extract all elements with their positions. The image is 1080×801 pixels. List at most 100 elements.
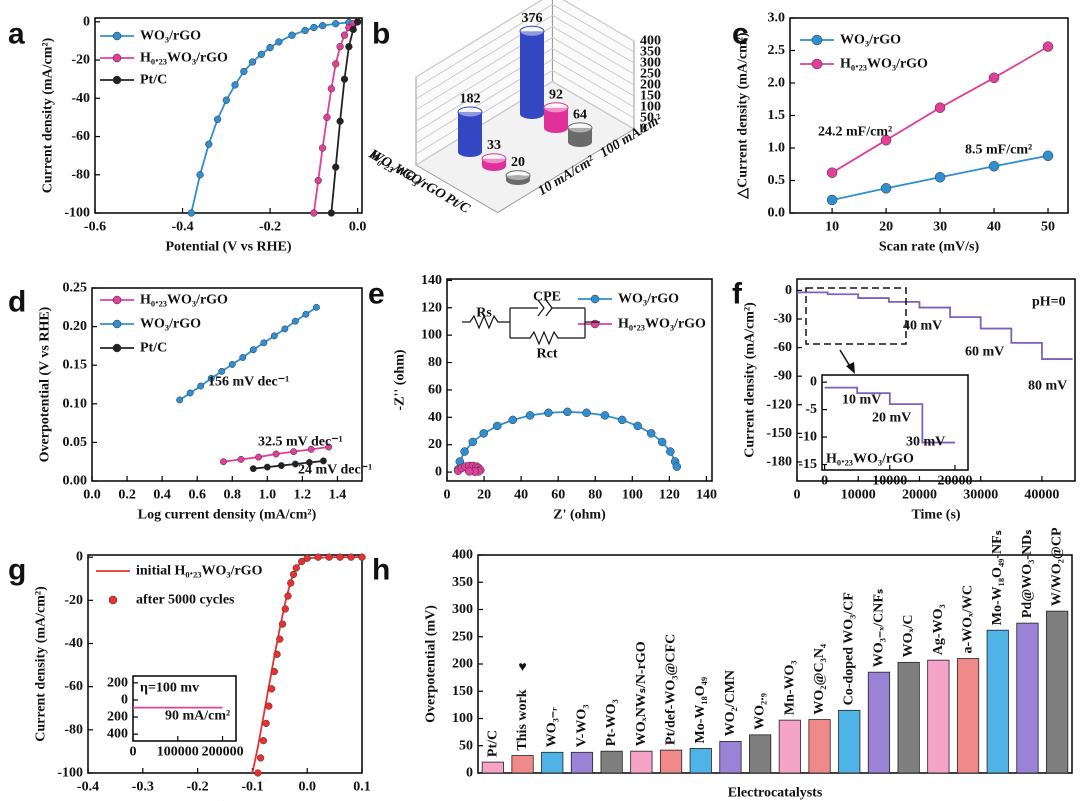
series-marker	[345, 43, 353, 51]
bar	[482, 158, 506, 166]
bar	[520, 31, 544, 115]
series-marker	[176, 396, 184, 404]
bar	[600, 750, 623, 774]
bar	[458, 111, 482, 152]
series-marker	[325, 553, 333, 561]
series-marker	[259, 736, 268, 745]
annotation: 80 mV	[1028, 379, 1067, 394]
series-marker	[290, 448, 298, 456]
legend-marker	[811, 58, 823, 70]
bar-top	[519, 25, 545, 37]
value-label: 182	[460, 91, 481, 106]
series-marker	[257, 50, 265, 58]
y-tick-label: -90	[773, 369, 792, 384]
legend-label: H₀.₂₃WO₃/rGO	[840, 57, 928, 72]
circuit-wire	[510, 330, 585, 346]
series-marker	[270, 332, 278, 340]
series-marker	[273, 650, 281, 658]
y-axis-label: Current density (mA/cm²)	[743, 302, 758, 458]
y-tick-label: 2.0	[768, 76, 786, 91]
y-axis-label: Current density (mA/cm²)	[34, 586, 49, 742]
series-line	[824, 386, 955, 444]
y-tick-label: -80	[64, 722, 83, 737]
series-marker	[633, 421, 642, 431]
series-marker	[284, 592, 292, 600]
bar	[897, 661, 920, 774]
annotation: 32.5 mV dec⁻¹	[258, 435, 343, 450]
y-tick-label: 0.15	[63, 358, 88, 373]
bar-label: WOₓNWₛ/N-rGO	[634, 641, 649, 746]
bar	[808, 719, 831, 774]
series-marker	[231, 81, 239, 89]
legend-label: after 5000 cycles	[136, 593, 235, 608]
y-tick-label: -20	[71, 53, 90, 68]
legend-marker	[112, 31, 122, 41]
y-tick-label: 400	[107, 727, 128, 742]
x-tick-label: 100	[622, 488, 643, 503]
x-tick-label: 50	[1041, 220, 1055, 235]
series-marker	[582, 408, 591, 418]
series-marker	[275, 38, 283, 46]
y-tick-label: -100	[57, 766, 83, 781]
x-tick-label: 80	[588, 488, 602, 503]
bar	[506, 175, 530, 180]
x-tick-label: 20	[477, 488, 491, 503]
annotation: ♥	[518, 660, 526, 675]
series-marker	[249, 346, 257, 354]
bar	[867, 671, 891, 774]
y-tick-label: -40	[64, 636, 83, 651]
series-marker	[218, 367, 226, 375]
annotation: CPE	[533, 290, 561, 305]
grid-line	[415, 47, 635, 133]
y-tick-label: -60	[71, 129, 90, 144]
y-tick-label: -60	[773, 340, 792, 355]
annotation: pH=0	[1032, 295, 1066, 310]
x-tick-label: 100000	[157, 745, 199, 760]
x-tick-label: 40	[514, 488, 528, 503]
legend-label: initial H₀.₂₃WO₃/rGO	[136, 564, 263, 579]
legend-marker	[108, 595, 118, 605]
y-axis-label: Overpotential (V vs RHE)	[38, 306, 53, 462]
bar-label: V-WO₃	[574, 704, 589, 747]
series-marker	[525, 411, 535, 420]
bar	[749, 734, 772, 774]
x-tick-label: 0	[821, 474, 828, 489]
series-marker	[332, 20, 340, 28]
x-tick-label: 120	[659, 488, 680, 503]
series-marker	[281, 325, 289, 333]
series-marker	[256, 754, 265, 762]
y-tick-label: 140	[421, 273, 442, 288]
y-tick-label: 0	[466, 766, 473, 781]
value-label: 92	[549, 87, 563, 102]
series-marker	[288, 31, 296, 39]
series-marker	[318, 144, 327, 152]
grid-line	[415, 3, 635, 89]
value-label: 376	[522, 11, 543, 26]
bar-label: Ag-WO₃	[931, 604, 946, 655]
series-marker	[340, 75, 349, 83]
series-marker	[666, 447, 675, 456]
x-tick-label: -0.3	[132, 780, 154, 795]
bar	[1046, 610, 1069, 774]
y-axis-label: Current density (mA/cm²)	[41, 37, 56, 193]
x-tick-label: -0.4	[77, 780, 99, 795]
annotation: 10 mV	[842, 393, 881, 408]
legend-marker	[590, 294, 600, 304]
legend-label: WO₃/rGO	[618, 292, 679, 307]
x-axis-label: Potential (V vs RHE)	[162, 800, 288, 801]
x-axis-label: Potential (V vs RHE)	[165, 240, 291, 255]
bar	[986, 629, 1009, 774]
series-marker	[312, 303, 320, 311]
series-marker	[298, 557, 306, 566]
y-tick-label: 1.5	[768, 108, 786, 123]
x-tick-label: 0	[444, 488, 451, 503]
y-tick-label: 0	[121, 692, 128, 707]
y-tick-label: -15	[798, 457, 817, 472]
series-marker	[287, 579, 295, 587]
series-marker	[272, 450, 280, 458]
series-marker	[672, 462, 682, 471]
bar-label: Pt/C	[485, 730, 500, 757]
bar-label: WO₂/CMN	[723, 670, 738, 736]
x-tick-label: 40000	[1024, 488, 1059, 503]
